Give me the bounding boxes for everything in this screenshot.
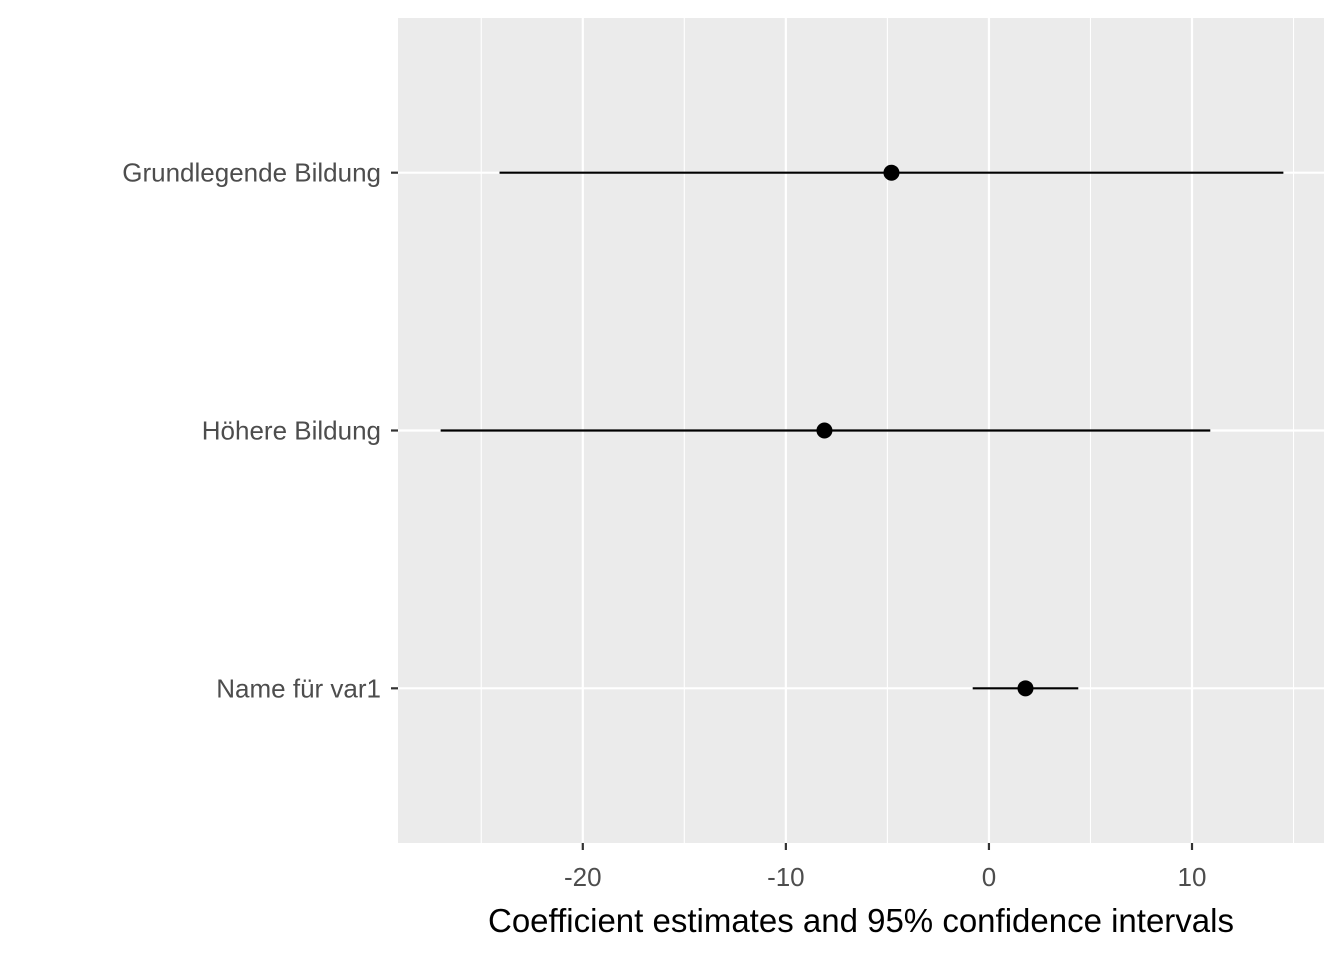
y-tick-label: Höhere Bildung	[202, 416, 381, 446]
y-tick-label: Grundlegende Bildung	[122, 158, 381, 188]
estimate-point	[883, 164, 900, 181]
x-tick-label: 10	[1178, 862, 1207, 892]
x-tick-label: -20	[564, 862, 602, 892]
estimate-point	[1017, 680, 1034, 697]
y-tick-label: Name für var1	[216, 673, 381, 703]
marks-layer	[440, 164, 1284, 697]
x-tick-label: -10	[767, 862, 805, 892]
axis-layer: -20 -10 0 10 Grundlegende Bildung Höhere Bild…	[122, 158, 1206, 892]
x-tick-label: 0	[982, 862, 996, 892]
estimate-point	[816, 422, 833, 439]
x-axis-title: Coefficient estimates and 95% confidence…	[488, 902, 1234, 939]
